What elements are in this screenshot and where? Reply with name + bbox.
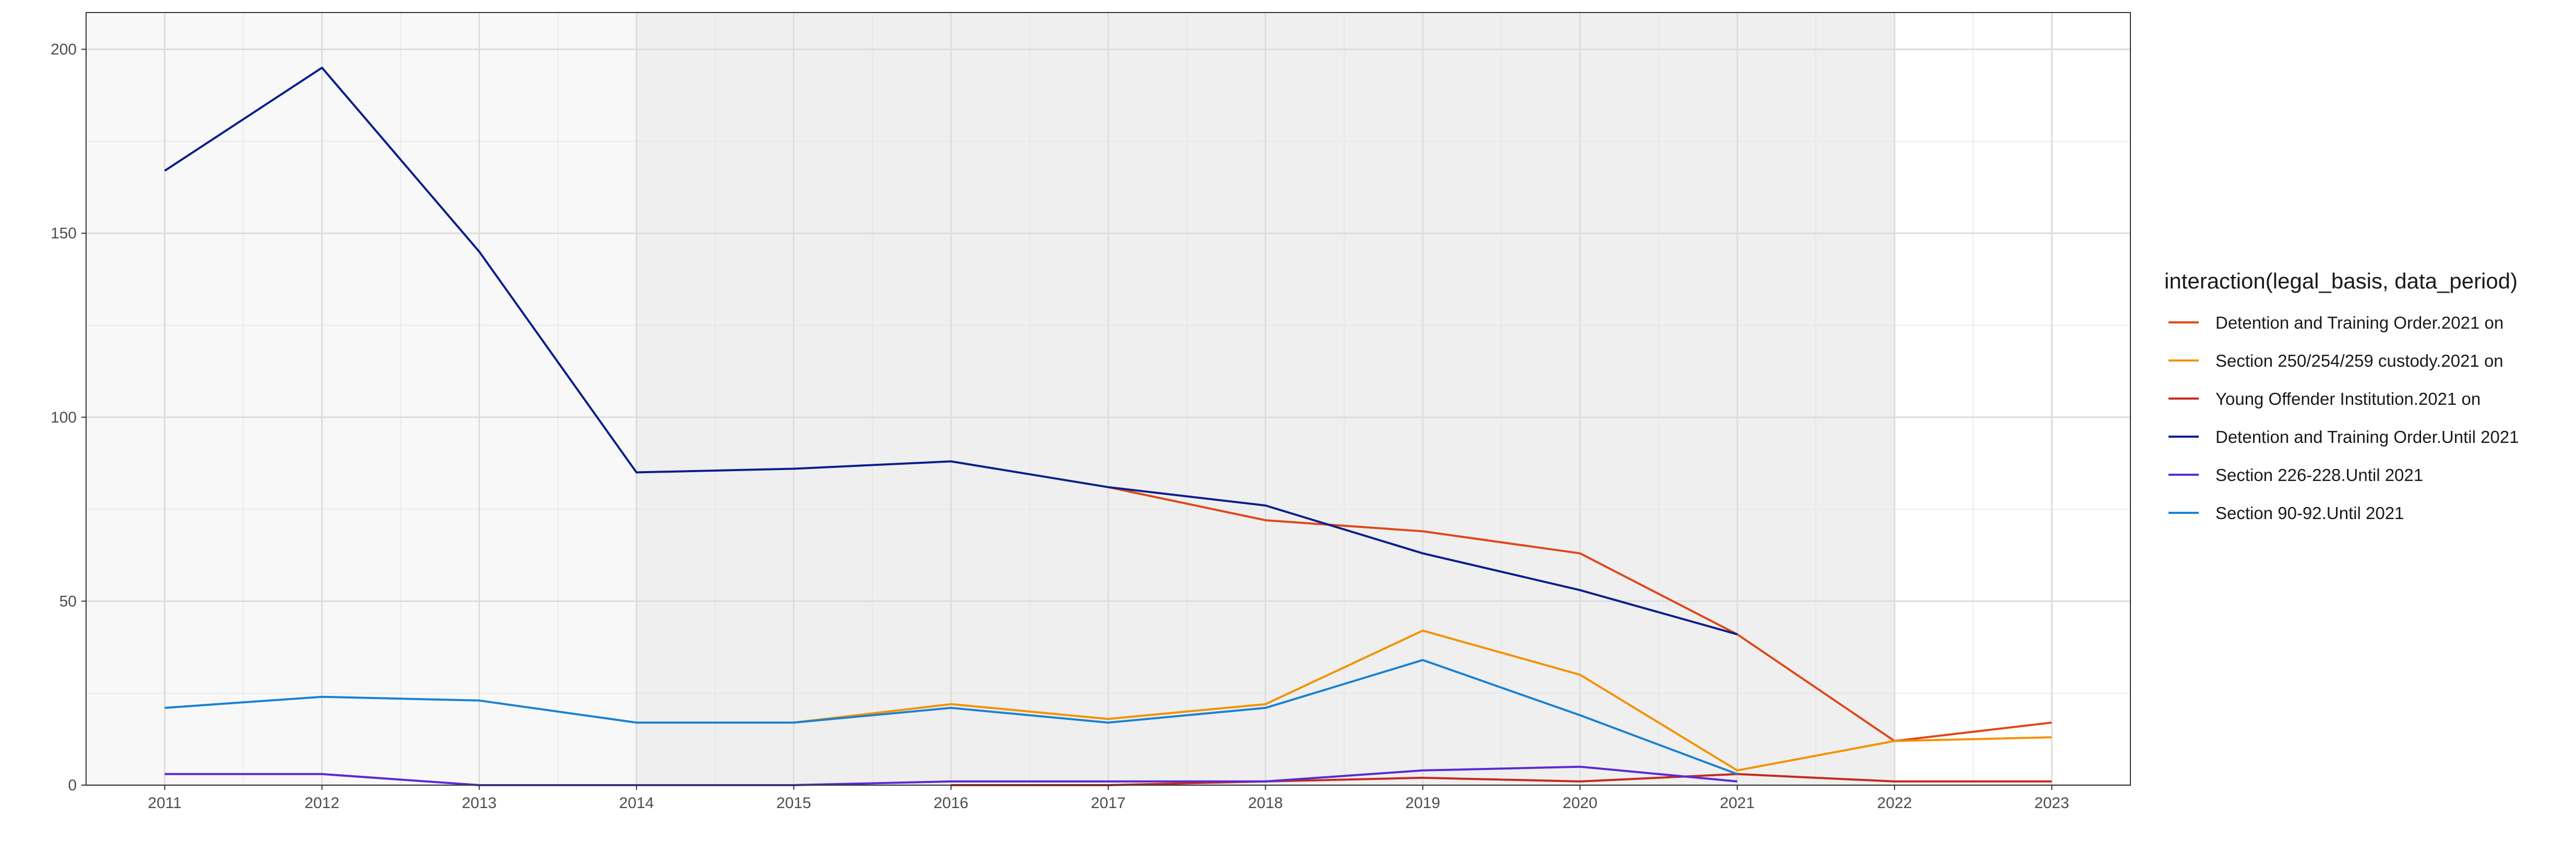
y-tick-label: 0 (68, 777, 77, 794)
x-tick-label: 2012 (305, 795, 340, 812)
legend-label: Detention and Training Order.2021 on (2215, 313, 2503, 332)
legend-label: Section 226-228.Until 2021 (2215, 465, 2423, 485)
legend: interaction(legal_basis, data_period) De… (2164, 269, 2519, 523)
x-tick-label: 2013 (462, 795, 497, 812)
x-tick-label: 2023 (2034, 795, 2069, 812)
shaded-period-region (86, 13, 637, 785)
legend-label: Section 250/254/259 custody.2021 on (2215, 351, 2503, 370)
series-line-4 (164, 66, 1738, 635)
y-tick-label: 100 (51, 409, 77, 426)
x-tick-label: 2020 (1563, 795, 1598, 812)
series-layer (164, 66, 2052, 786)
x-tick-label: 2014 (619, 795, 654, 812)
axis-layer: 2011 2012 2013 2014 2015 2016 2017 2018 2019 2020… (51, 41, 2069, 812)
x-tick-label: 2019 (1405, 795, 1440, 812)
series-line-3 (951, 773, 2052, 786)
legend-label: Young Offender Institution.2021 on (2215, 389, 2481, 408)
x-tick-label: 2017 (1091, 795, 1126, 812)
x-tick-label: 2016 (933, 795, 968, 812)
x-tick-label: 2015 (776, 795, 811, 812)
x-tick-label: 2022 (1877, 795, 1912, 812)
y-tick-label: 150 (51, 225, 77, 242)
legend-label: Detention and Training Order.Until 2021 (2215, 427, 2519, 447)
x-tick-label: 2011 (148, 795, 182, 812)
y-tick-label: 50 (59, 593, 77, 610)
x-tick-label: 2018 (1248, 795, 1283, 812)
legend-title: interaction(legal_basis, data_period) (2164, 269, 2518, 293)
series-line-5 (164, 765, 1738, 786)
series-line-2 (793, 629, 2052, 772)
x-tick-label: 2021 (1720, 795, 1755, 812)
series-line-6 (164, 659, 1738, 775)
y-tick-label: 200 (51, 41, 77, 58)
legend-label: Section 90-92.Until 2021 (2215, 503, 2404, 523)
